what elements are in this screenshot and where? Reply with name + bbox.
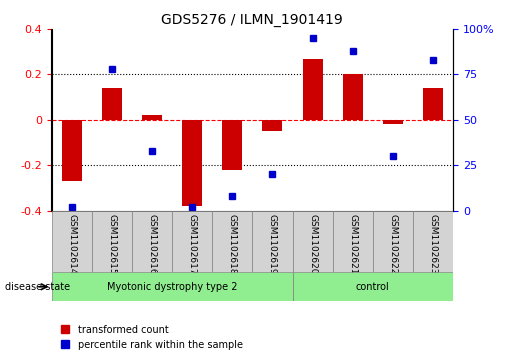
Legend: transformed count, percentile rank within the sample: transformed count, percentile rank withi… — [56, 321, 247, 354]
FancyBboxPatch shape — [333, 211, 373, 272]
FancyBboxPatch shape — [52, 272, 293, 301]
Bar — [383, 120, 403, 124]
FancyBboxPatch shape — [373, 211, 413, 272]
FancyBboxPatch shape — [132, 211, 172, 272]
Bar — [262, 120, 282, 131]
Text: Myotonic dystrophy type 2: Myotonic dystrophy type 2 — [107, 282, 237, 292]
Text: control: control — [356, 282, 390, 292]
Text: GSM1102623: GSM1102623 — [428, 213, 438, 274]
Text: GSM1102616: GSM1102616 — [147, 213, 157, 274]
FancyBboxPatch shape — [293, 272, 453, 301]
Text: GSM1102617: GSM1102617 — [187, 213, 197, 274]
FancyBboxPatch shape — [252, 211, 293, 272]
Text: GSM1102615: GSM1102615 — [107, 213, 116, 274]
Bar — [302, 58, 322, 120]
FancyBboxPatch shape — [293, 211, 333, 272]
FancyBboxPatch shape — [172, 211, 212, 272]
Bar — [423, 88, 443, 120]
Bar — [142, 115, 162, 120]
Bar — [101, 88, 122, 120]
Bar — [62, 120, 81, 181]
Text: GSM1102620: GSM1102620 — [308, 213, 317, 274]
FancyBboxPatch shape — [92, 211, 132, 272]
Text: GSM1102621: GSM1102621 — [348, 213, 357, 274]
FancyBboxPatch shape — [212, 211, 252, 272]
Text: GSM1102622: GSM1102622 — [388, 213, 398, 274]
Bar — [342, 74, 363, 120]
Bar — [182, 120, 202, 206]
FancyBboxPatch shape — [52, 211, 92, 272]
Text: GSM1102614: GSM1102614 — [67, 213, 76, 274]
Bar — [222, 120, 242, 170]
Text: GSM1102618: GSM1102618 — [228, 213, 237, 274]
FancyBboxPatch shape — [413, 211, 453, 272]
Text: GSM1102619: GSM1102619 — [268, 213, 277, 274]
Text: disease state: disease state — [5, 282, 70, 292]
Title: GDS5276 / ILMN_1901419: GDS5276 / ILMN_1901419 — [162, 13, 343, 26]
